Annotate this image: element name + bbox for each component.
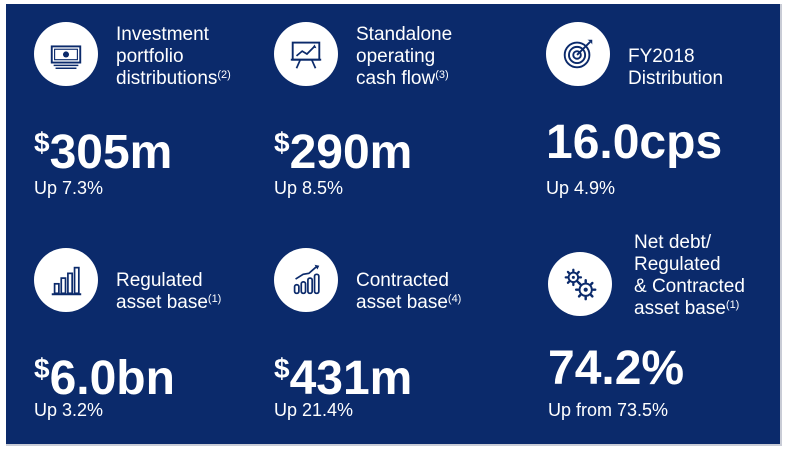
currency-symbol: $ bbox=[34, 353, 50, 384]
footnote-marker: (1) bbox=[725, 299, 740, 311]
metric-card-contracted-asset-base: Contracted asset base(4) $431m Up 21.4% bbox=[274, 248, 514, 428]
metric-change: Up 8.5% bbox=[274, 178, 344, 198]
label-line: distributions bbox=[116, 68, 218, 89]
value-text: 74.2% bbox=[548, 342, 685, 395]
metric-change: Up from 73.5% bbox=[548, 400, 669, 420]
label-line: asset base bbox=[116, 292, 208, 313]
label-line: Net debt/ bbox=[634, 232, 712, 253]
currency-symbol: $ bbox=[34, 127, 50, 158]
footnote-marker: (2) bbox=[217, 69, 231, 81]
metric-card-fy2018-distribution: FY2018 Distribution 16.0cps Up 4.9% bbox=[546, 22, 771, 212]
banknote-icon bbox=[34, 22, 98, 86]
metric-value: $305m bbox=[34, 118, 172, 178]
gears-icon bbox=[548, 252, 612, 316]
label-line: cash flow bbox=[356, 68, 436, 89]
label-line: Regulated bbox=[634, 254, 721, 275]
value-text: 431m bbox=[289, 352, 413, 405]
metric-change: Up 4.9% bbox=[546, 178, 616, 198]
metric-value: $290m bbox=[274, 118, 412, 178]
currency-symbol: $ bbox=[274, 127, 290, 158]
metric-label: Contracted asset base(4) bbox=[356, 270, 461, 314]
label-line: Regulated bbox=[116, 270, 203, 291]
metric-card-regulated-asset-base: Regulated asset base(1) $6.0bn Up 3.2% bbox=[34, 248, 264, 428]
label-line: portfolio bbox=[116, 46, 184, 67]
footnote-marker: (4) bbox=[447, 293, 462, 305]
growth-chart-icon bbox=[274, 248, 338, 312]
metric-label: FY2018 Distribution bbox=[628, 46, 723, 90]
label-line: Investment bbox=[116, 24, 209, 45]
label-line: Contracted bbox=[356, 270, 449, 291]
value-text: 305m bbox=[49, 126, 173, 179]
footnote-marker: (3) bbox=[435, 69, 449, 81]
footnote-marker: (1) bbox=[207, 293, 222, 305]
metric-label: Net debt/ Regulated & Contracted asset b… bbox=[634, 232, 745, 320]
metric-card-net-debt-ratio: Net debt/ Regulated & Contracted asset b… bbox=[548, 228, 773, 428]
label-line: operating bbox=[356, 46, 436, 67]
metric-label: Investment portfolio distributions(2) bbox=[116, 24, 231, 90]
metric-label: Regulated asset base(1) bbox=[116, 270, 221, 314]
metric-value: $431m bbox=[274, 344, 412, 404]
bar-chart-icon bbox=[34, 248, 98, 312]
presentation-chart-icon bbox=[274, 22, 338, 86]
label-line: & Contracted bbox=[634, 276, 745, 297]
value-text: 6.0bn bbox=[49, 352, 175, 405]
value-text: 16.0cps bbox=[546, 116, 723, 169]
label-line: asset base bbox=[634, 298, 726, 319]
target-icon bbox=[546, 22, 610, 86]
metric-label: Standalone operating cash flow(3) bbox=[356, 24, 452, 90]
label-line: Standalone bbox=[356, 24, 453, 45]
metric-change: Up 3.2% bbox=[34, 400, 104, 420]
currency-symbol: $ bbox=[274, 353, 290, 384]
metric-card-investment-distributions: Investment portfolio distributions(2) $3… bbox=[34, 22, 264, 212]
metric-change: Up 7.3% bbox=[34, 178, 104, 198]
value-text: 290m bbox=[289, 126, 413, 179]
metrics-panel: Investment portfolio distributions(2) $3… bbox=[6, 4, 782, 446]
label-line: FY2018 bbox=[628, 46, 695, 67]
label-line: Distribution bbox=[628, 68, 724, 89]
metric-value: $6.0bn bbox=[34, 344, 175, 404]
metric-value: 16.0cps bbox=[546, 118, 722, 168]
metric-change: Up 21.4% bbox=[274, 400, 354, 420]
label-line: asset base bbox=[356, 292, 448, 313]
metric-value: 74.2% bbox=[548, 344, 684, 394]
metric-card-operating-cash-flow: Standalone operating cash flow(3) $290m … bbox=[274, 22, 514, 212]
